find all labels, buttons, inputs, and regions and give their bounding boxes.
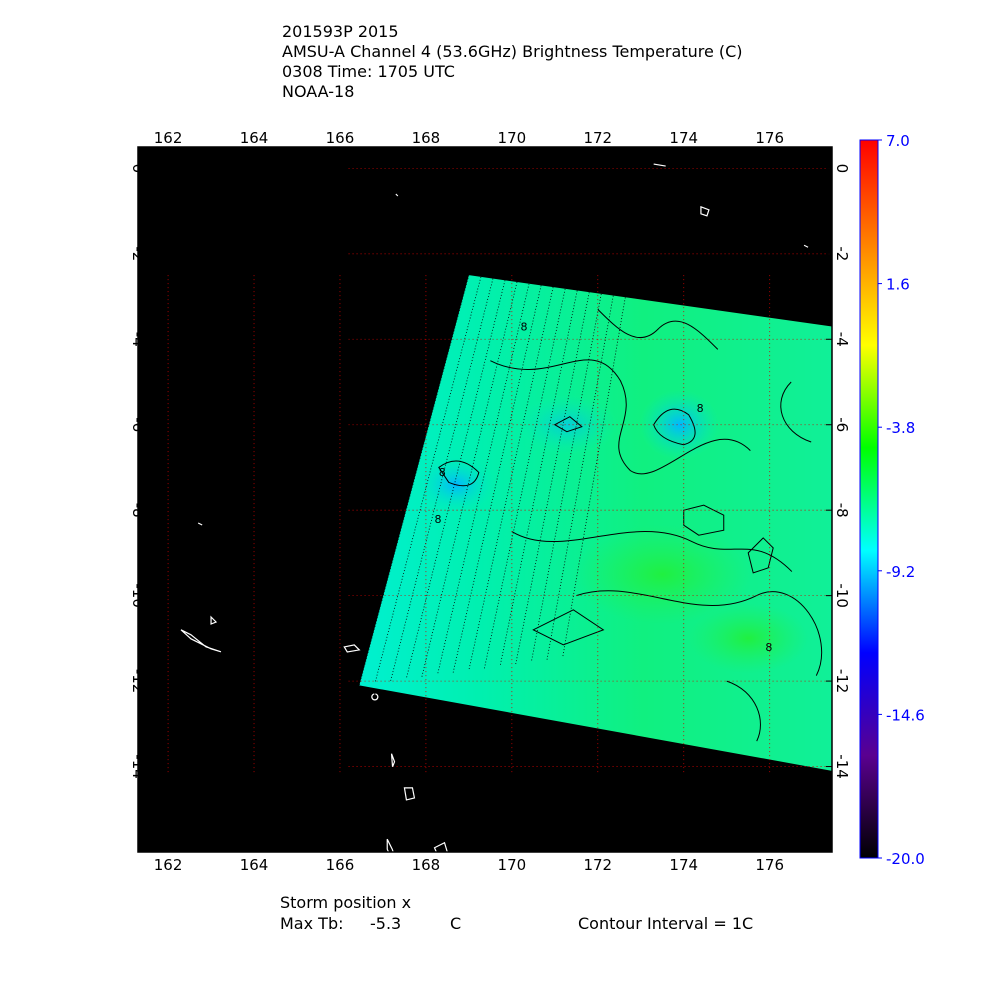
y-tick-label-right: -6: [833, 417, 851, 432]
edge-contour: [468, 287, 554, 671]
coastline: [403, 787, 416, 801]
contour-interval: Contour Interval = 1C: [578, 914, 754, 933]
satellite-title: NOAA-18: [282, 82, 355, 101]
contour-line: [576, 590, 823, 676]
y-tick-label-right: 0: [833, 164, 851, 174]
storm-position-label: Storm position x: [280, 893, 412, 912]
contour-line: [747, 537, 774, 574]
coastline: [180, 629, 222, 653]
warm-spot: [572, 524, 753, 625]
x-tick-label-bottom: 166: [326, 856, 355, 874]
x-tick-label-top: 162: [154, 129, 183, 147]
y-tick-label-left: -2: [129, 246, 147, 261]
y-tick-label-right: -4: [833, 332, 851, 347]
contour-line: [597, 309, 719, 350]
x-tick-label-top: 172: [583, 129, 612, 147]
max-tb-unit: C: [450, 914, 462, 933]
colorbar-tick-label: -3.8: [886, 419, 915, 437]
x-tick-label-top: 176: [755, 129, 784, 147]
time-title: 0308 Time: 1705 UTC: [282, 62, 455, 81]
x-tick-label-top: 174: [669, 129, 698, 147]
y-tick-label-left: -4: [129, 332, 147, 347]
x-tick-label-bottom: 168: [412, 856, 441, 874]
contour-label: 8: [697, 402, 704, 415]
edge-contour: [437, 283, 530, 675]
coastline: [653, 163, 666, 167]
colorbar-tick-label: -14.6: [886, 706, 925, 724]
edge-contour: [405, 280, 506, 680]
colorbar-tick-label: -9.2: [886, 563, 915, 581]
contour-line: [726, 680, 761, 742]
x-tick-label-bottom: 164: [240, 856, 269, 874]
contour-line: [511, 531, 793, 572]
x-tick-label-bottom: 174: [669, 856, 698, 874]
contour-line: [780, 381, 812, 443]
coastline: [803, 244, 809, 248]
storm-title: 201593P 2015: [282, 22, 399, 41]
edge-contour: [562, 297, 626, 658]
x-tick-label-bottom: 170: [498, 856, 527, 874]
contour-line: [553, 416, 583, 433]
colorbar-tick-label: 7.0: [886, 132, 910, 150]
edge-contour: [515, 292, 590, 665]
x-tick-label-bottom: 162: [154, 856, 183, 874]
x-tick-label-top: 168: [412, 129, 441, 147]
coastline: [197, 522, 203, 526]
warm-spot: [688, 603, 809, 674]
cold-spot: [517, 394, 618, 455]
y-tick-label-left: 0: [129, 164, 147, 174]
coastline: [395, 193, 399, 197]
x-tick-label-top: 164: [240, 129, 269, 147]
y-tick-label-right: -10: [833, 583, 851, 608]
y-tick-label-left: -8: [129, 503, 147, 518]
x-tick-label-bottom: 176: [755, 856, 784, 874]
colorbar-tick-label: 1.6: [886, 276, 910, 294]
contour-line: [490, 359, 751, 475]
coastline: [386, 838, 394, 852]
coastline: [700, 205, 710, 217]
coastline: [433, 841, 448, 852]
contour-line: [653, 408, 696, 446]
y-tick-label-left: -12: [129, 669, 147, 694]
y-tick-label-left: -14: [129, 754, 147, 779]
edge-contour: [374, 276, 482, 684]
contour-label: 8: [765, 641, 772, 654]
coastline: [343, 644, 361, 653]
edge-contour: [390, 278, 494, 682]
contour-line: [532, 609, 605, 646]
cold-spot: [639, 389, 720, 460]
product-title: AMSU-A Channel 4 (53.6GHz) Brightness Te…: [282, 42, 743, 61]
edge-contour: [499, 290, 578, 667]
plot-frame: [137, 146, 833, 853]
swath-features: 8 8 8 8 8: [359, 275, 823, 742]
y-tick-label-left: -6: [129, 417, 147, 432]
coastline: [371, 693, 379, 701]
contour-label: 8: [520, 321, 527, 334]
coastline: [390, 753, 396, 767]
y-tick-label-right: -8: [833, 503, 851, 518]
coastline: [210, 615, 218, 625]
contour-label: 8: [435, 513, 442, 526]
contour-line: [683, 504, 725, 536]
edge-contour: [530, 293, 602, 662]
max-tb-label: Max Tb:: [280, 914, 344, 933]
x-tick-label-top: 170: [498, 129, 527, 147]
x-tick-label-bottom: 172: [583, 856, 612, 874]
y-tick-label-right: -12: [833, 669, 851, 694]
contour-line: [438, 460, 480, 487]
edge-contour: [452, 285, 542, 673]
y-tick-label-right: -2: [833, 246, 851, 261]
y-tick-label-left: -10: [129, 583, 147, 608]
colorbar-tick-label: -20.0: [886, 850, 925, 868]
y-tick-label-right: -14: [833, 754, 851, 779]
max-tb-value: -5.3: [370, 914, 402, 933]
contour-label: 8: [439, 466, 446, 479]
colorbar-bar: [859, 139, 879, 859]
x-tick-label-top: 166: [326, 129, 355, 147]
